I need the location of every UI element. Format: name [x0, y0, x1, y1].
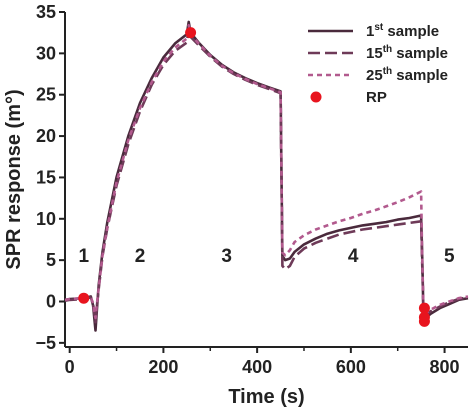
y-tick-label: −5	[35, 333, 56, 353]
y-tick-label: 5	[46, 250, 56, 270]
rp-point	[185, 27, 197, 39]
series-layer	[64, 20, 469, 332]
legend-rp-marker	[310, 91, 322, 103]
y-tick-label: 0	[46, 292, 56, 312]
y-tick-label: 20	[36, 126, 56, 146]
y-tick-label: 35	[36, 2, 56, 22]
rp-point	[418, 302, 430, 314]
rp-points	[78, 27, 430, 327]
rp-point	[418, 315, 430, 327]
x-axis-title: Time (s)	[228, 386, 304, 408]
y-tick-label: 25	[36, 85, 56, 105]
legend-label: 15th sample	[366, 44, 448, 62]
x-tick-label: 800	[430, 357, 460, 377]
phase-label: 2	[135, 246, 146, 267]
phase-label: 3	[221, 246, 232, 267]
x-tick-label: 400	[242, 357, 272, 377]
phase-label: 5	[444, 246, 455, 267]
legend-label: 25th sample	[366, 66, 448, 84]
phase-label: 4	[348, 246, 359, 267]
legend-label: RP	[366, 89, 387, 106]
y-tick-label: 10	[36, 209, 56, 229]
y-tick-label: 30	[36, 43, 56, 63]
rp-point	[78, 292, 90, 304]
phase-labels: 1 2 3 4 5	[78, 246, 455, 267]
x-tick-label: 600	[336, 357, 366, 377]
y-axis-title: SPR response (m°)	[3, 89, 25, 269]
y-tick-label: 15	[36, 167, 56, 187]
series-line-1	[64, 20, 469, 332]
phase-label: 1	[78, 246, 89, 267]
x-tick-label: 0	[65, 357, 75, 377]
legend: 1st sample 15th sample 25th sample RP	[308, 22, 448, 106]
x-tick-label: 200	[148, 357, 178, 377]
legend-label: 1st sample	[366, 22, 439, 40]
series-line-3	[64, 23, 469, 320]
